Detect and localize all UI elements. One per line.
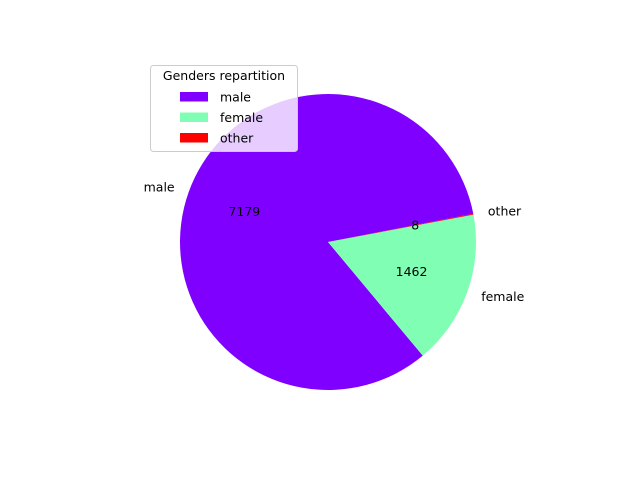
pie-slice-female <box>328 214 476 356</box>
legend-swatch-female <box>180 112 208 122</box>
legend-label-male: male <box>220 90 251 105</box>
pie-slices <box>180 93 476 391</box>
legend-label-other: other <box>220 131 254 146</box>
legend: Genders repartition male female other <box>150 65 298 152</box>
legend-swatch-male <box>180 92 208 102</box>
legend-swatch-other <box>180 133 208 143</box>
slice-label-female: female <box>481 289 524 304</box>
pie-slice-male <box>180 93 474 391</box>
slice-label-other: other <box>488 203 522 218</box>
slice-value-female: 1462 <box>396 264 428 279</box>
pie-labels: male 7179 female 1462 other 8 <box>144 179 525 304</box>
slice-value-other: 8 <box>411 217 419 232</box>
pie-slice-other <box>328 213 474 242</box>
legend-title: Genders repartition <box>163 68 285 83</box>
slice-value-male: 7179 <box>228 204 260 219</box>
slice-label-male: male <box>144 179 175 194</box>
legend-frame <box>150 65 298 152</box>
legend-label-female: female <box>220 110 263 125</box>
legend-items: male female other <box>180 90 263 146</box>
